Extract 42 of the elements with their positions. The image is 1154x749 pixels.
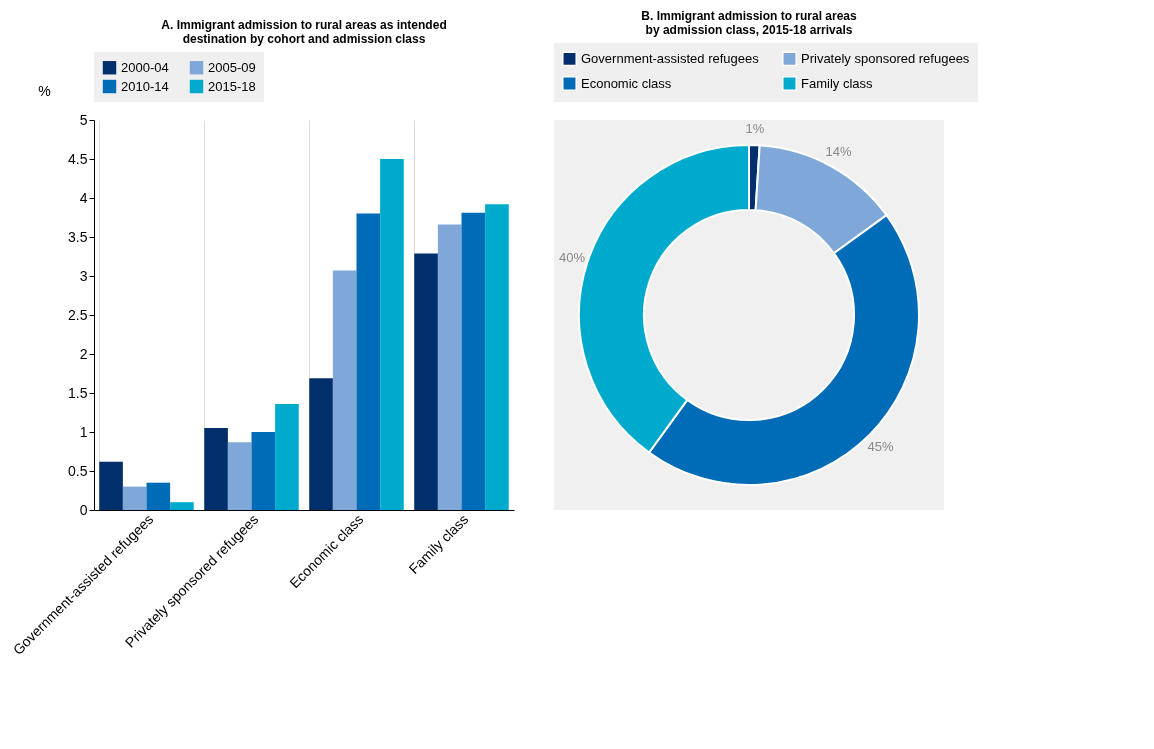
bar: [437, 224, 462, 510]
y-tick-label: 0: [79, 501, 88, 518]
legend-label: Government-assisted refugees: [581, 50, 760, 66]
y-tick-label: 3.5: [68, 228, 88, 245]
chart-title: B. Immigrant admission to rural areas by admission class, 2015-18 arrivals: [641, 9, 858, 37]
bar: [485, 204, 509, 510]
bar: [332, 270, 357, 510]
y-tick-label: 2.5: [68, 306, 88, 323]
y-tick-label: 5: [79, 111, 88, 128]
data-label: 45%: [867, 438, 894, 454]
bar: [227, 442, 252, 510]
bar: [414, 253, 438, 510]
bar: [356, 213, 381, 510]
legend-label: Economic class: [581, 75, 672, 91]
data-label: 40%: [559, 249, 586, 265]
bar: [204, 428, 228, 510]
chart-title: A. Immigrant admission to rural areas as intended destination by cohort and admission class: [161, 18, 447, 46]
legend-label: 2010-14: [121, 78, 169, 94]
y-tick-label: 1.5: [68, 384, 88, 401]
y-tick-label: 3: [79, 267, 88, 284]
y-tick-label: 0.5: [68, 462, 88, 479]
bar: [380, 159, 404, 510]
y-tick-label: 4: [79, 189, 88, 206]
y-tick-label: 4.5: [68, 150, 88, 167]
bar: [309, 378, 333, 510]
y-tick-label: 1: [79, 423, 88, 440]
legend-label: Privately sponsored refugees: [801, 50, 970, 66]
legend-label: 2015-18: [208, 78, 256, 94]
y-tick-label: 2: [79, 345, 88, 362]
data-label: 14%: [825, 144, 853, 160]
y-axis-title: %: [38, 82, 51, 99]
legend-label: 2000-04: [121, 59, 169, 75]
bar: [170, 502, 194, 510]
bar: [122, 486, 147, 510]
bar: [99, 461, 123, 510]
bar: [146, 482, 171, 510]
bar: [275, 403, 299, 510]
bar: [251, 432, 276, 510]
data-label: 1%: [745, 121, 765, 137]
bar: [461, 212, 486, 510]
legend-label: 2005-09: [208, 59, 256, 75]
legend-label: Family class: [801, 75, 874, 91]
